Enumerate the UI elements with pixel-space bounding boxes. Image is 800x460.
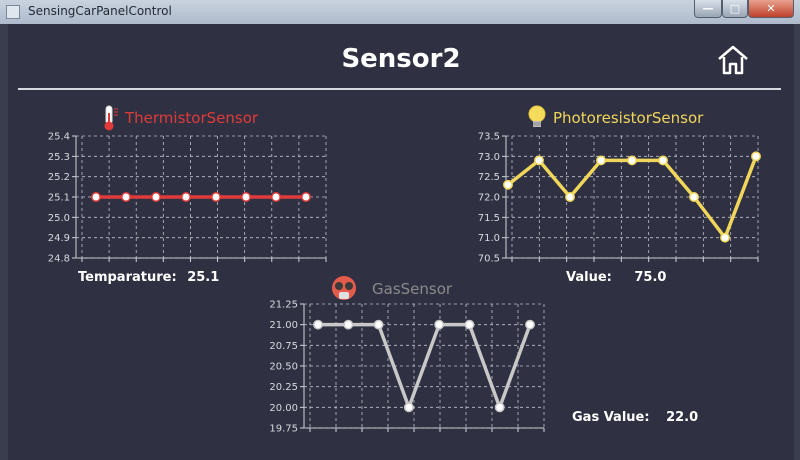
y-tick-label: 20.00 xyxy=(269,403,298,414)
thermistor-title: ThermistorSensor xyxy=(125,109,259,127)
data-point xyxy=(658,155,668,166)
y-tick-label: 24.8 xyxy=(48,254,70,265)
temperature-label: Temparature: xyxy=(78,270,177,285)
minimize-icon: — xyxy=(702,2,714,15)
photoresistor-label: Value: xyxy=(566,270,612,285)
window-frame-left xyxy=(0,24,8,460)
home-icon xyxy=(718,45,748,75)
data-point xyxy=(91,192,101,202)
y-tick-label: 19.75 xyxy=(269,424,298,435)
y-tick-label: 24.9 xyxy=(48,233,70,244)
y-tick-label: 71.5 xyxy=(478,213,500,224)
data-point xyxy=(151,192,161,202)
photoresistor-readout: Value: 75.0 xyxy=(566,270,666,285)
y-tick-label: 20.25 xyxy=(269,382,298,393)
light-bulb-icon xyxy=(528,105,546,127)
window-titlebar: SensingCarPanelControl — □ ✕ xyxy=(0,0,800,25)
data-point xyxy=(689,192,699,202)
data-point xyxy=(494,402,505,413)
y-tick-label: 25.4 xyxy=(48,132,70,143)
y-tick-label: 72.5 xyxy=(478,172,500,183)
page-title: Sensor2 xyxy=(341,44,461,74)
y-tick-label: 21.00 xyxy=(269,320,298,331)
window-title: SensingCarPanelControl xyxy=(28,4,172,18)
y-tick-label: 72.0 xyxy=(478,193,500,204)
data-point xyxy=(525,319,535,330)
data-point xyxy=(596,155,606,166)
y-tick-label: 25.2 xyxy=(48,172,70,183)
header-divider xyxy=(18,88,781,90)
photoresistor-value: 75.0 xyxy=(634,270,667,285)
data-point xyxy=(565,192,575,202)
y-tick-label: 21.25 xyxy=(269,300,298,311)
data-point xyxy=(271,192,281,202)
temperature-readout: Temparature: 25.1 xyxy=(78,270,219,285)
photoresistor-chart: 70.5 71.0 71.5 72.0 72.5 73.0 73.5 xyxy=(478,132,761,265)
window-frame-right xyxy=(794,24,800,460)
photoresistor-title: PhotoresistorSensor xyxy=(553,109,704,127)
gas-title: GasSensor xyxy=(372,280,453,298)
gas-chart: 19.75 20.00 20.25 20.50 20.75 21.00 21.25 xyxy=(269,300,545,435)
data-point xyxy=(181,192,191,202)
data-point xyxy=(534,155,544,166)
data-point xyxy=(211,192,221,202)
home-button[interactable] xyxy=(716,44,750,76)
data-point xyxy=(121,192,131,202)
app-icon xyxy=(6,5,20,19)
gas-mask-icon xyxy=(332,276,356,300)
y-tick-label: 25.3 xyxy=(48,152,70,163)
gas-value-label: Gas Value: xyxy=(572,410,650,425)
data-point xyxy=(464,319,475,330)
series-line xyxy=(318,322,532,410)
data-point xyxy=(751,151,761,162)
gas-readout: Gas Value: 22.0 xyxy=(572,410,698,425)
y-tick-label: 73.0 xyxy=(478,152,500,163)
data-point xyxy=(343,319,354,330)
data-point xyxy=(373,319,384,330)
y-tick-label: 20.50 xyxy=(269,362,298,373)
data-point xyxy=(503,179,513,190)
y-tick-label: 25.1 xyxy=(48,193,70,204)
maximize-button[interactable]: □ xyxy=(722,0,748,18)
minimize-button[interactable]: — xyxy=(694,0,722,18)
y-tick-label: 25.0 xyxy=(48,213,70,224)
y-tick-label: 20.75 xyxy=(269,341,298,352)
data-point xyxy=(301,192,311,202)
data-point xyxy=(403,402,414,413)
data-point xyxy=(241,192,251,202)
close-icon: ✕ xyxy=(766,2,776,15)
data-point xyxy=(313,319,323,330)
data-point xyxy=(434,319,445,330)
y-tick-label: 71.0 xyxy=(478,233,500,244)
data-point xyxy=(627,155,637,166)
maximize-icon: □ xyxy=(729,2,741,15)
y-tick-label: 70.5 xyxy=(478,254,500,265)
data-point xyxy=(720,232,730,243)
thermometer-icon xyxy=(104,105,118,131)
temperature-value: 25.1 xyxy=(187,270,220,285)
close-button[interactable]: ✕ xyxy=(748,0,794,18)
thermistor-chart: 24.8 24.9 25.0 25.1 25.2 25.3 25.4 xyxy=(48,132,327,265)
gas-value: 22.0 xyxy=(666,410,699,425)
y-tick-label: 73.5 xyxy=(478,132,500,143)
main-panel: Sensor2 ThermistorSensor PhotoresistorSe… xyxy=(8,24,794,460)
